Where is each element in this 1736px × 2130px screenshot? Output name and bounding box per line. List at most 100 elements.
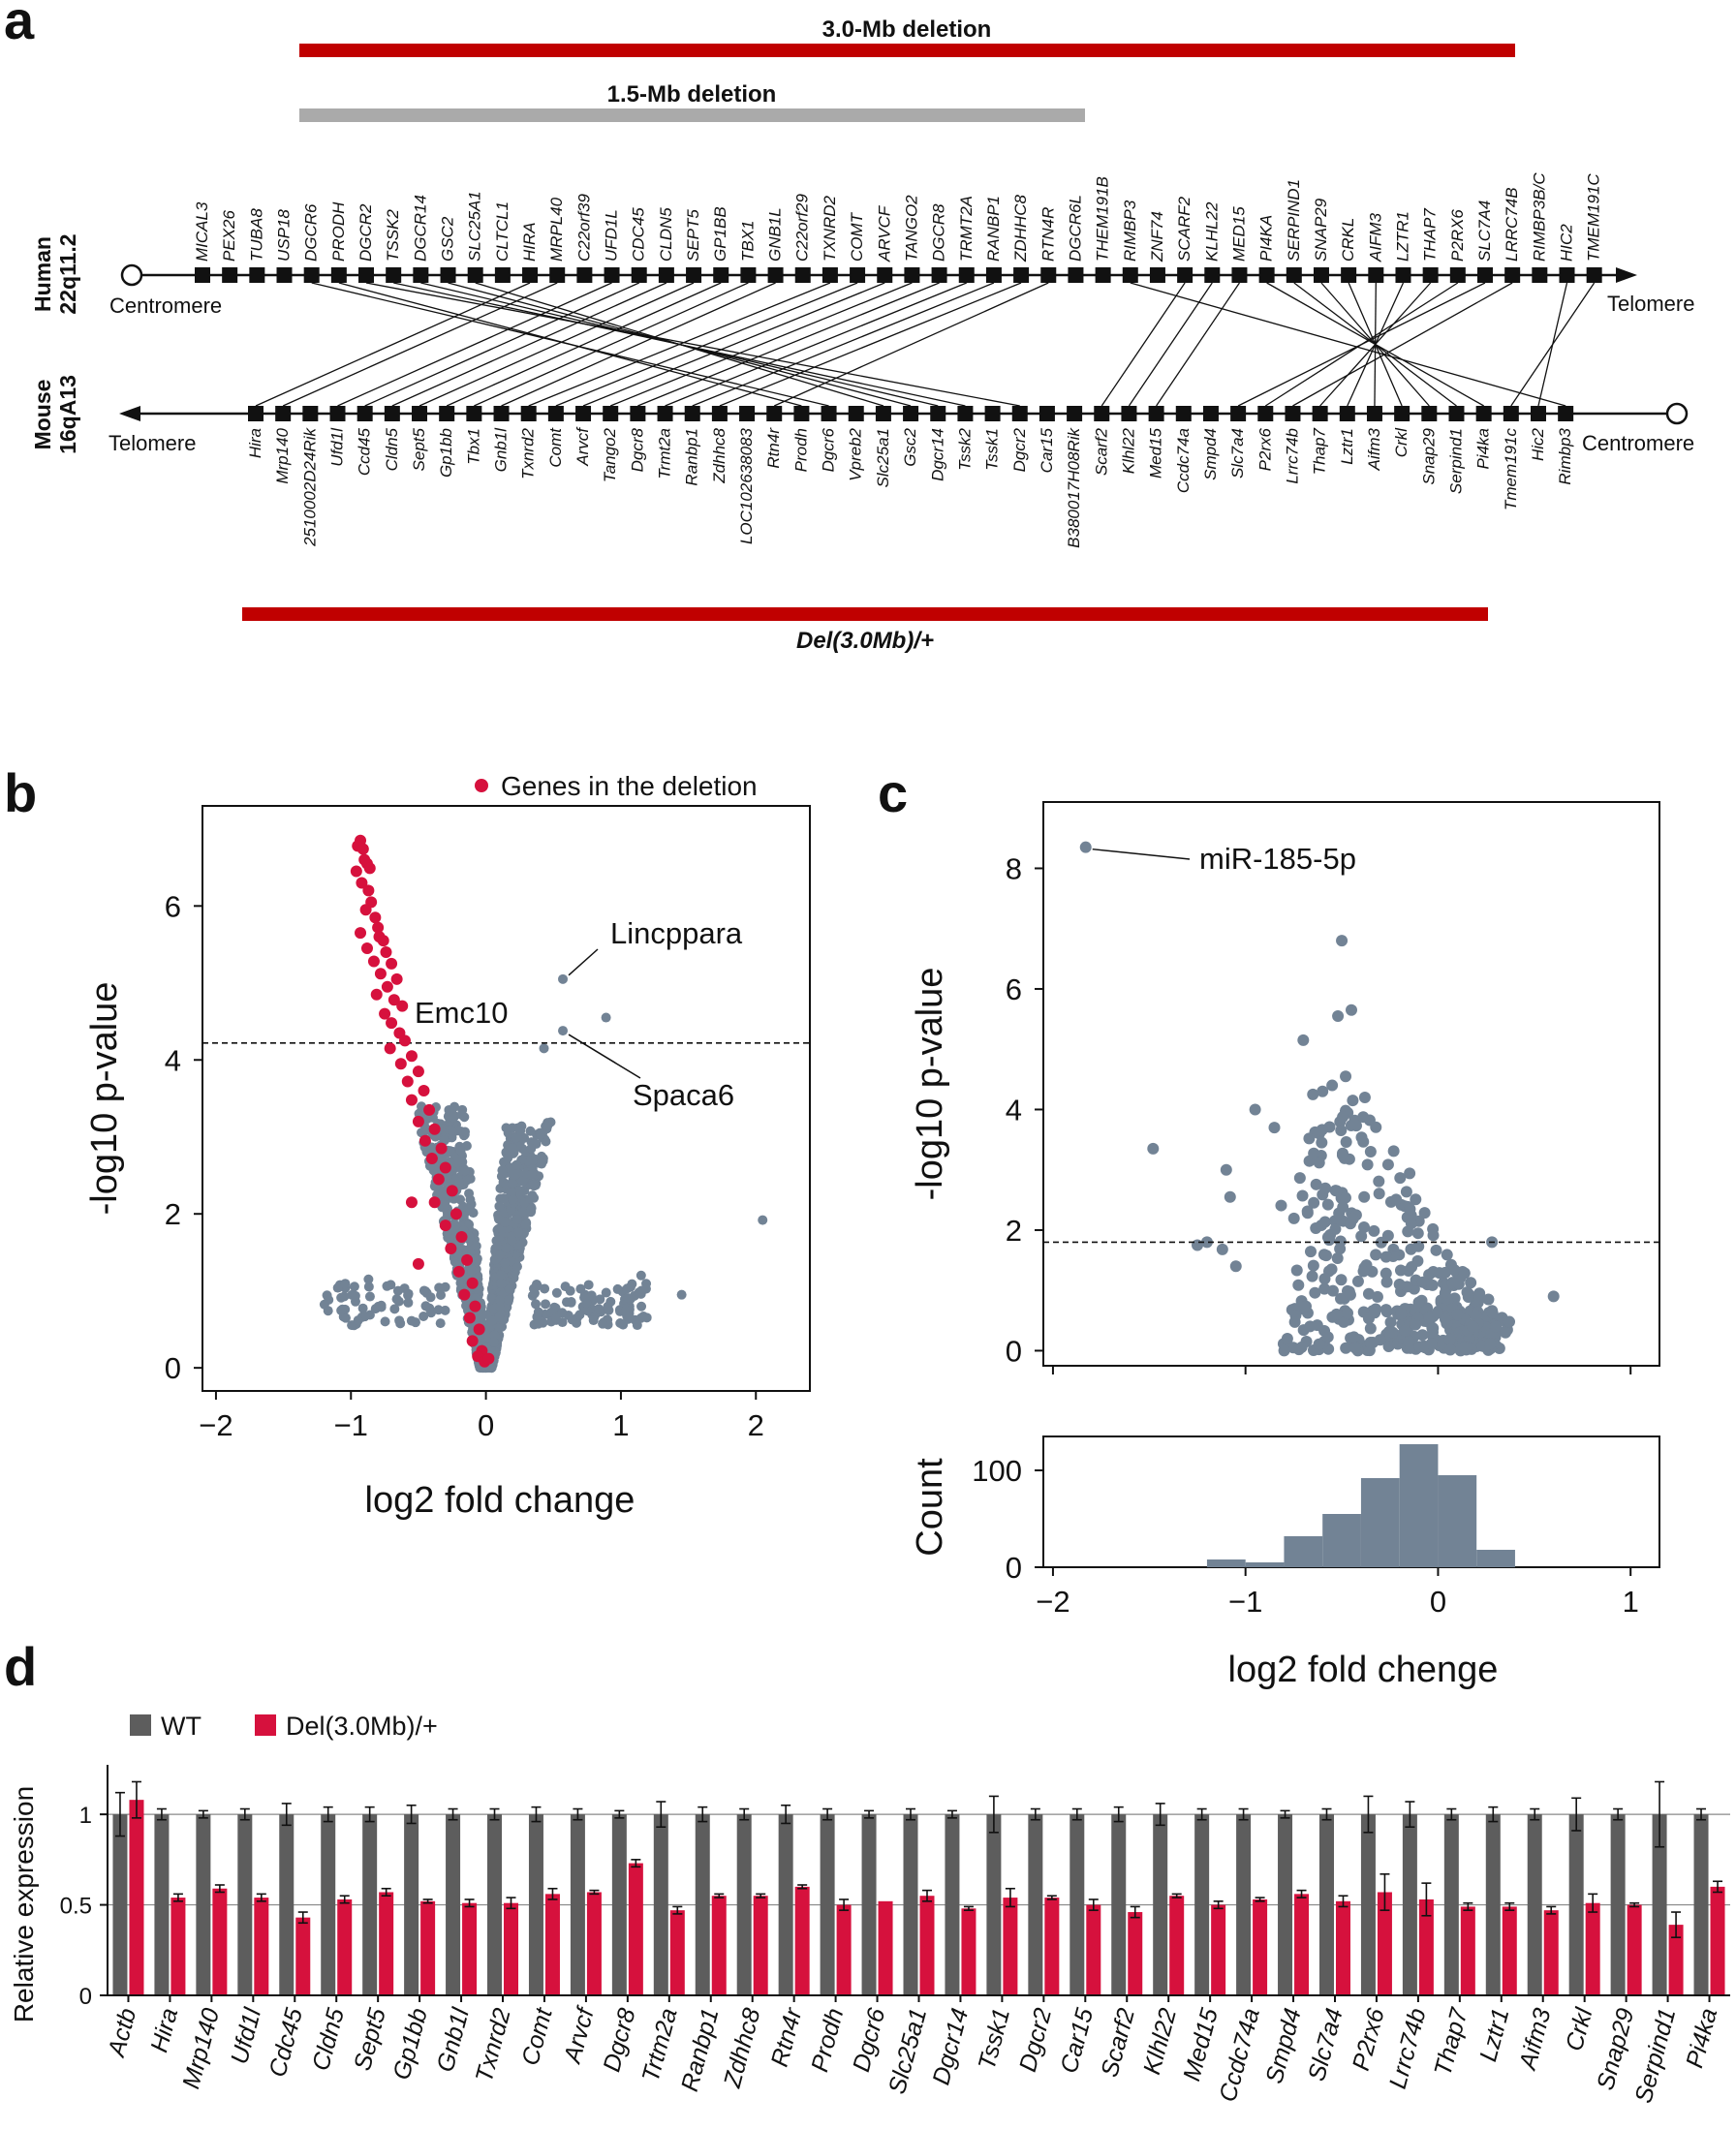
del-bar [1294, 1894, 1310, 1995]
human-gene-label: AIFM3 [1366, 212, 1384, 262]
mouse-gene-box [603, 406, 619, 421]
deletion-gene-point [458, 1288, 471, 1301]
x-tick-label: Serpind1 [1629, 2005, 1681, 2106]
panel-c-xlabel: log2 fold chenge [1228, 1650, 1499, 1690]
del-bar [504, 1902, 519, 1995]
gene-point [426, 1143, 437, 1154]
mirna-point [1364, 1337, 1377, 1349]
del-bar [420, 1900, 436, 1995]
human-gene-label: PRODH [329, 201, 348, 262]
panel-b-points: Lincppara Emc10 Spaca6 [202, 834, 810, 1374]
human-gene-label: TMEM191C [1585, 173, 1603, 262]
legend-del-swatch [255, 1714, 276, 1736]
gene-point [455, 1145, 466, 1156]
mirna-point [1307, 1259, 1319, 1272]
mirna-point [1290, 1264, 1303, 1277]
mouse-gene-label: Gp1bb [437, 428, 455, 478]
human-gene-label: SLC7A4 [1475, 201, 1494, 262]
legend-deletion-marker [475, 779, 488, 792]
human-gene-box [576, 267, 593, 283]
mouse-gene-label: Crkl [1392, 427, 1410, 457]
histogram-bar [1322, 1514, 1361, 1567]
human-gene-box [1449, 267, 1466, 283]
human-gene-label: RTN4R [1038, 207, 1057, 262]
y-tick-label: 6 [1006, 972, 1022, 1006]
gene-point [636, 1301, 647, 1312]
mouse-gene-label: Hic2 [1529, 427, 1547, 461]
x-tick-label: Txnrd2 [471, 2005, 516, 2084]
gene-point [418, 1311, 429, 1321]
mirna-point [1340, 1136, 1352, 1149]
mouse-gene-label: Lrrc74b [1283, 428, 1301, 484]
mirna-point [1306, 1270, 1318, 1282]
mirna-point [1371, 1290, 1383, 1303]
del-bar [1086, 1904, 1101, 1995]
gene-point [489, 1330, 500, 1341]
histogram-bar [1206, 1559, 1246, 1567]
mouse-gene-label: Tango2 [601, 427, 619, 482]
x-tick-label: Cdc45 [264, 2005, 308, 2080]
x-tick-label: Ufd1l [226, 2004, 267, 2067]
x-tick-label: Dgcr2 [1014, 2005, 1057, 2075]
mirna-point [1364, 1322, 1377, 1335]
mirna-point [1355, 1131, 1368, 1144]
x-tick-label: Thap7 [1429, 2004, 1473, 2079]
gene-point [349, 1281, 359, 1292]
ortholog-link [282, 282, 558, 407]
del-bar [1585, 1902, 1600, 1995]
deletion-gene-point [428, 1196, 441, 1209]
mirna-point [1426, 1279, 1439, 1291]
wt-bar [945, 1814, 960, 1995]
panel-b-frame [202, 805, 811, 1392]
mouse-gene-box [1530, 406, 1546, 421]
mouse-gene-label: Scarf2 [1092, 427, 1110, 476]
deletion-gene-point [367, 955, 380, 968]
human-gene-label: DGCR2 [356, 203, 375, 262]
mirna-point [1293, 1172, 1306, 1185]
mirna-point [1357, 1111, 1370, 1124]
mouse-gene-box [275, 406, 292, 421]
mouse-gene-box [1285, 406, 1301, 421]
human-gene-label: HIC2 [1558, 224, 1576, 262]
human-gene-label: TBX1 [738, 220, 757, 262]
ortholog-link [555, 282, 858, 407]
deletion-gene-point [428, 1123, 441, 1135]
deletion-gene-point [360, 942, 373, 955]
mouse-right-end-label: Centromere [1582, 431, 1694, 455]
deletion-gene-point [370, 988, 383, 1001]
mouse-gene-box [1011, 406, 1028, 421]
mouse-gene-box [984, 406, 1001, 421]
gene-point [450, 1101, 460, 1112]
panel-c-hist-ylabel: Count [910, 1458, 950, 1557]
gene-point [540, 1283, 550, 1294]
mirna-point [1319, 1250, 1332, 1262]
mirna-point [1380, 1306, 1393, 1318]
mouse-gene-label: Rimbp3 [1556, 427, 1574, 484]
x-tick-label: 2 [748, 1408, 764, 1442]
histogram-bar [1438, 1475, 1477, 1567]
human-gene-box [1122, 267, 1138, 283]
gene-point [456, 1109, 467, 1120]
x-tick-label: Sept5 [349, 2005, 391, 2073]
human-gene-box [1341, 267, 1357, 283]
human-gene-label: ARVCF [875, 204, 893, 262]
mouse-gene-label: Ccd45 [356, 427, 374, 476]
mouse-gene-box [520, 406, 537, 421]
panel-c-letter: c [878, 762, 908, 823]
panel-b-xlabel: log2 fold change [365, 1480, 636, 1521]
del-bar [1668, 1925, 1684, 1995]
x-tick-label: Prodh [806, 2005, 849, 2075]
mirna-point [1321, 1231, 1334, 1244]
gene-point [504, 1295, 514, 1306]
mirna-point [1321, 1331, 1334, 1343]
gene-point [758, 1215, 768, 1225]
human-gene-label: CLDN5 [657, 207, 675, 262]
human-gene-box [467, 267, 483, 283]
mouse-gene-box [1421, 406, 1438, 421]
human-gene-box [877, 267, 893, 283]
wt-bar [154, 1814, 170, 1995]
mouse-label-line2: 16qA13 [55, 375, 80, 454]
gene-point [623, 1292, 634, 1303]
panel-a: a 3.0-Mb deletion 1.5-Mb deletion Human … [4, 0, 1694, 654]
mirna-point [1484, 1338, 1497, 1350]
